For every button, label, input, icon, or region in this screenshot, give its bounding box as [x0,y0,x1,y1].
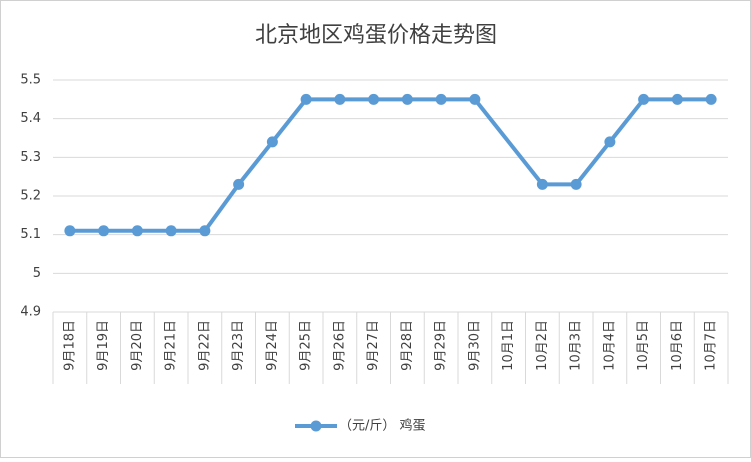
point [300,93,312,105]
point [165,225,177,237]
point [705,93,717,105]
x-tick-label: 9月29日 [434,320,449,371]
x-tick-label: 9月22日 [197,320,212,371]
point [604,136,616,148]
legend-label: （元/斤） 鸡蛋 [339,418,426,434]
point [199,225,211,237]
x-tick-label: 10月1日 [501,320,516,371]
y-tick-label: 5.5 [20,73,41,88]
x-tick-label: 9月23日 [231,320,246,371]
point [401,93,413,105]
point [131,225,143,237]
y-tick-label: 5.3 [20,150,41,165]
x-tick-label: 9月19日 [96,320,111,371]
point [98,225,110,237]
legend-marker [310,420,322,432]
point [570,178,582,190]
y-tick-label: 5.1 [20,227,41,242]
x-tick-label: 9月20日 [130,320,145,371]
point [671,93,683,105]
gap-bridge [473,98,544,186]
point [638,93,650,105]
x-tick-label: 10月2日 [535,320,550,371]
x-tick-label: 10月4日 [602,320,617,371]
x-tick-label: 10月5日 [636,320,651,371]
x-tick-label: 9月30日 [467,320,482,371]
x-tick-label: 9月21日 [164,320,179,371]
y-tick-label: 5.2 [20,189,41,204]
chart-title: 北京地区鸡蛋价格走势图 [255,23,497,48]
x-tick-label: 9月18日 [62,320,77,371]
x-tick-label: 10月3日 [569,320,584,371]
point [334,93,346,105]
point [469,93,481,105]
y-tick-label: 4.9 [20,305,41,320]
y-tick-label: 5 [33,266,41,281]
x-tick-label: 9月26日 [332,320,347,371]
x-tick-label: 9月24日 [265,320,280,371]
point [368,93,380,105]
x-tick-label: 9月28日 [400,320,415,371]
x-tick-label: 9月27日 [366,320,381,371]
x-tick-label: 10月7日 [704,320,719,371]
x-tick-label: 10月6日 [670,320,685,371]
point [266,136,278,148]
y-tick-label: 5.4 [20,111,41,126]
x-tick-label: 9月25日 [299,320,314,371]
point [64,225,76,237]
point [233,178,245,190]
point [536,178,548,190]
point [435,93,447,105]
